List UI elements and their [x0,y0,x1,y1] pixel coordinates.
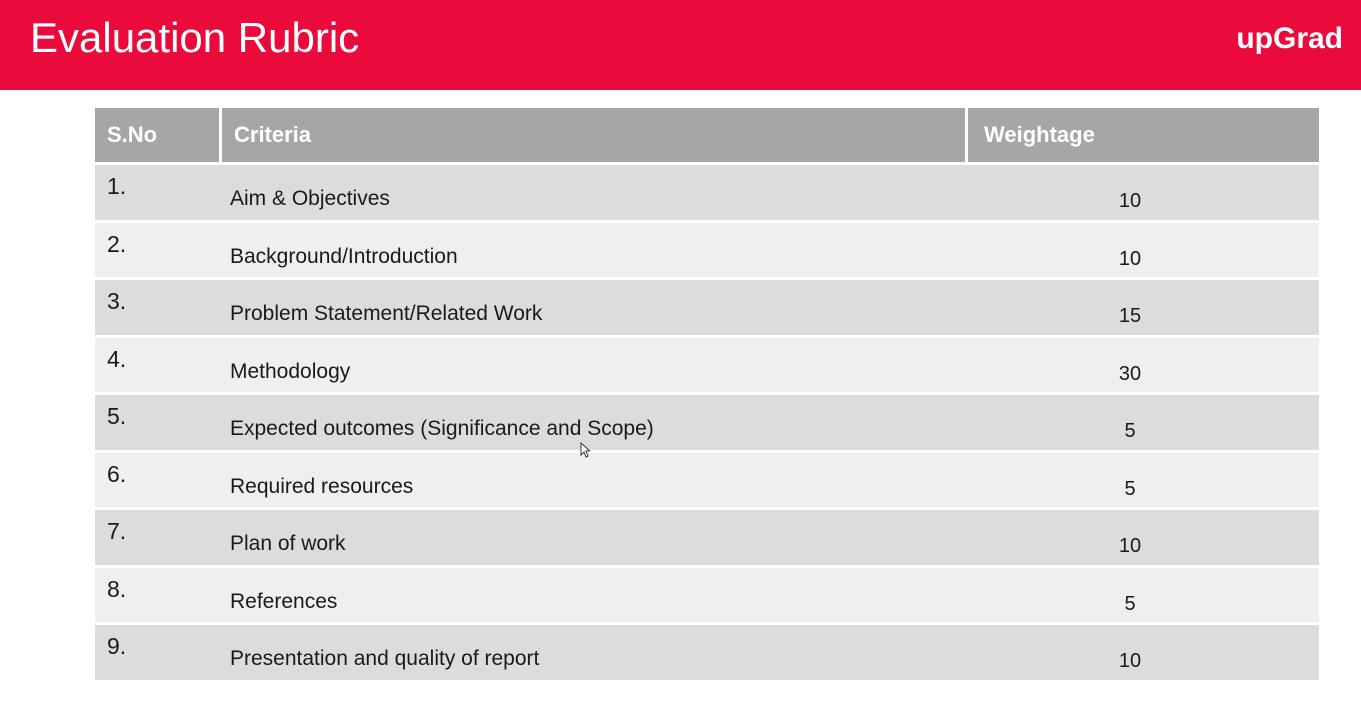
cell-sno: 4. [95,334,222,392]
weightage-text: 10 [1118,535,1142,557]
sno-text: 6. [107,460,127,487]
cell-criteria: Required resources [222,449,968,507]
mouse-cursor-icon [580,442,590,458]
cell-sno: 7. [95,507,222,565]
cell-criteria: References [222,564,968,622]
cell-criteria: Presentation and quality of report [222,622,968,680]
cell-criteria: Expected outcomes (Significance and Scop… [222,392,968,450]
cell-sno: 5. [95,392,222,450]
cell-weightage: 10 [968,622,1319,680]
weightage-text: 30 [1118,362,1142,385]
criteria-text: Problem Statement/Related Work [230,302,543,325]
cell-sno: 1. [95,162,222,220]
cell-weightage: 10 [968,507,1319,565]
cell-criteria: Background/Introduction [222,219,968,277]
table-header-row: S.No Criteria Weightage [95,108,1319,162]
criteria-text: Expected outcomes (Significance and Scop… [230,417,654,440]
weightage-text: 5 [1124,477,1136,500]
sno-text: 9. [107,633,127,659]
weightage-text: 10 [1118,247,1142,270]
weightage-text: 15 [1118,305,1142,327]
cell-weightage: 10 [968,219,1319,277]
table-row: 8. References 5 [95,564,1319,622]
cell-criteria: Plan of work [222,507,968,565]
column-header-weightage: Weightage [968,108,1319,162]
cell-criteria: Methodology [222,334,968,392]
weightage-text: 10 [1118,650,1142,672]
table-row: 6. Required resources 5 [95,449,1319,507]
cell-sno: 8. [95,564,222,622]
cell-weightage: 5 [968,564,1319,622]
sno-text: 8. [107,575,127,602]
table-row: 1. Aim & Objectives 10 [95,162,1319,220]
page-title: Evaluation Rubric [30,14,360,61]
table-row: 2. Background/Introduction 10 [95,219,1319,277]
brand-logo: upGrad [1236,22,1343,55]
table-row: 9. Presentation and quality of report 10 [95,622,1319,680]
table-row: 4. Methodology 30 [95,334,1319,392]
column-header-sno: S.No [95,108,222,162]
weightage-text: 5 [1124,420,1136,442]
table-row: 3. Problem Statement/Related Work 15 [95,277,1319,335]
sno-text: 4. [107,345,127,372]
sno-text: 5. [107,403,127,429]
weightage-text: 5 [1124,592,1136,615]
weightage-text: 10 [1118,190,1142,212]
cell-sno: 6. [95,449,222,507]
cell-criteria: Aim & Objectives [222,162,968,220]
cell-criteria: Problem Statement/Related Work [222,277,968,335]
sno-text: 7. [107,518,127,544]
cell-weightage: 10 [968,162,1319,220]
table-row: 7. Plan of work 10 [95,507,1319,565]
table-row: 5. Expected outcomes (Significance and S… [95,392,1319,450]
cell-weightage: 30 [968,334,1319,392]
cell-weightage: 15 [968,277,1319,335]
criteria-text: Background/Introduction [230,244,458,268]
sno-text: 3. [107,288,127,314]
cell-sno: 2. [95,219,222,277]
header-bar: Evaluation Rubric upGrad [0,0,1361,90]
cell-sno: 3. [95,277,222,335]
cell-sno: 9. [95,622,222,680]
criteria-text: Presentation and quality of report [230,647,540,670]
criteria-text: Plan of work [230,532,346,555]
criteria-text: Required resources [230,474,414,498]
criteria-text: Aim & Objectives [230,187,390,210]
sno-text: 2. [107,230,127,257]
column-header-criteria: Criteria [222,108,968,162]
cell-weightage: 5 [968,392,1319,450]
cell-weightage: 5 [968,449,1319,507]
sno-text: 1. [107,173,127,199]
criteria-text: Methodology [230,359,351,383]
rubric-table: S.No Criteria Weightage 1. Aim & Objecti… [95,108,1319,680]
criteria-text: References [230,589,338,613]
